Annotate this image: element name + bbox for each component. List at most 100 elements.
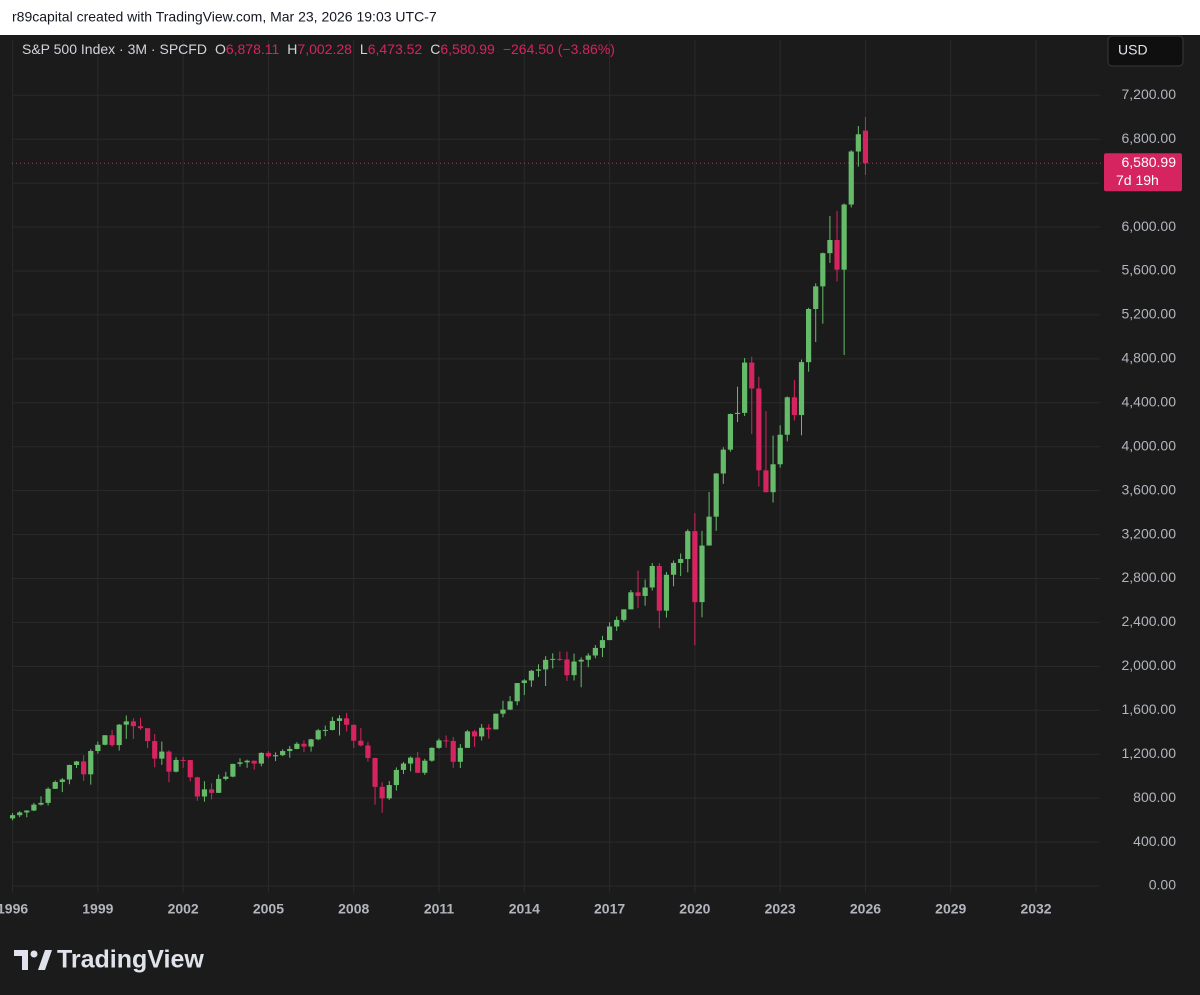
candle-body [528, 670, 535, 681]
candle-body [102, 735, 108, 745]
candle-body [422, 760, 428, 773]
logo [14, 950, 52, 970]
candle-body [486, 727, 492, 730]
candle-body [450, 740, 456, 762]
legend-value: 6,878.11 [226, 41, 280, 57]
candle-body [763, 470, 769, 493]
logo-mark [14, 950, 28, 970]
candle-body [52, 782, 58, 789]
candle-body [749, 362, 755, 389]
candle-body [116, 724, 122, 746]
candle-body [436, 740, 442, 748]
candle-body [770, 464, 776, 493]
candle-body [351, 724, 357, 741]
candle-body [280, 751, 286, 756]
y-tick-label: 3,200.00 [1122, 525, 1177, 541]
candle-body [379, 786, 385, 799]
candle-body [251, 760, 257, 764]
candle-body [599, 640, 606, 648]
candle-body [152, 741, 158, 759]
candle-body [216, 778, 222, 793]
candle-body [386, 785, 392, 799]
brand: TradingView [57, 946, 204, 974]
y-tick-label: 6,000.00 [1122, 218, 1177, 234]
attribution: r89capital created with TradingView.com,… [12, 9, 437, 25]
y-tick-label: 2,800.00 [1122, 569, 1177, 585]
candle-body [578, 659, 584, 662]
candle-body [699, 545, 705, 603]
x-tick-label: 2023 [765, 901, 796, 917]
candle-body [187, 760, 193, 778]
candle-body [692, 531, 698, 603]
candles [9, 116, 869, 821]
candle-body [706, 516, 712, 546]
candle-body [606, 626, 613, 641]
y-tick-label: 5,600.00 [1122, 262, 1177, 278]
candle-body [507, 701, 513, 710]
y-tick-label: 5,200.00 [1122, 306, 1177, 322]
candle-body [272, 755, 279, 757]
candle-body [344, 718, 350, 725]
candle-body [543, 659, 549, 670]
candle-body [201, 789, 208, 797]
candle-body [159, 751, 165, 759]
candle-body [621, 609, 627, 620]
candle-body [230, 763, 236, 777]
candle-body [301, 743, 307, 747]
candle-body [535, 669, 542, 671]
candle-body [798, 362, 805, 416]
candle-body [45, 788, 51, 803]
y-tick-label: 7,200.00 [1122, 86, 1177, 102]
candle-body [493, 713, 499, 730]
candle-body [628, 592, 634, 610]
candle-body [59, 779, 65, 783]
candle-body [649, 565, 655, 588]
candle-body [24, 810, 30, 813]
y-tick-label: 2,400.00 [1122, 613, 1177, 629]
legend-key: O [215, 41, 226, 57]
logo-slash [38, 950, 52, 970]
last-price-label: 6,580.99 [1122, 154, 1177, 170]
candle-body [656, 565, 662, 611]
candle-body [358, 740, 364, 746]
candle-body [443, 740, 449, 742]
candle-body [315, 730, 321, 740]
candle-body [614, 619, 620, 627]
candle-body [400, 763, 407, 770]
x-tick-label: 2005 [253, 901, 284, 917]
y-tick-label: 3,600.00 [1122, 481, 1177, 497]
candle-body [372, 757, 378, 787]
y-tick-label: 4,000.00 [1122, 437, 1177, 453]
currency-box[interactable] [1107, 35, 1184, 67]
candle-body [834, 240, 840, 270]
candle-body [564, 659, 570, 676]
x-tick-label: 2011 [424, 901, 455, 917]
candle-body [585, 655, 591, 660]
candle-body [258, 752, 264, 764]
candle-body [571, 661, 577, 676]
candle-body [557, 658, 563, 660]
candle-body [670, 562, 677, 575]
legend-value: 6,473.52 [368, 41, 423, 57]
candle-body [287, 748, 293, 752]
candle-body [805, 308, 812, 363]
candle-body [663, 574, 670, 611]
y-tick-label: 4,400.00 [1122, 393, 1177, 409]
legend-key: H [287, 41, 297, 57]
candle-body [109, 735, 115, 746]
candle-body [88, 751, 94, 775]
candle-body [713, 473, 719, 517]
y-tick-label: 1,200.00 [1122, 745, 1177, 761]
logo-dot [30, 950, 38, 958]
candle-body [685, 531, 691, 560]
candle-body [415, 757, 421, 773]
currency[interactable]: USD [1118, 42, 1148, 58]
candle-body [173, 759, 179, 772]
candle-body [479, 727, 485, 737]
candle-body [813, 286, 819, 309]
candle-body [166, 751, 172, 772]
y-tick-label: 1,600.00 [1122, 701, 1177, 717]
candle-body [429, 747, 435, 761]
y-tick-label: 4,800.00 [1122, 350, 1177, 366]
